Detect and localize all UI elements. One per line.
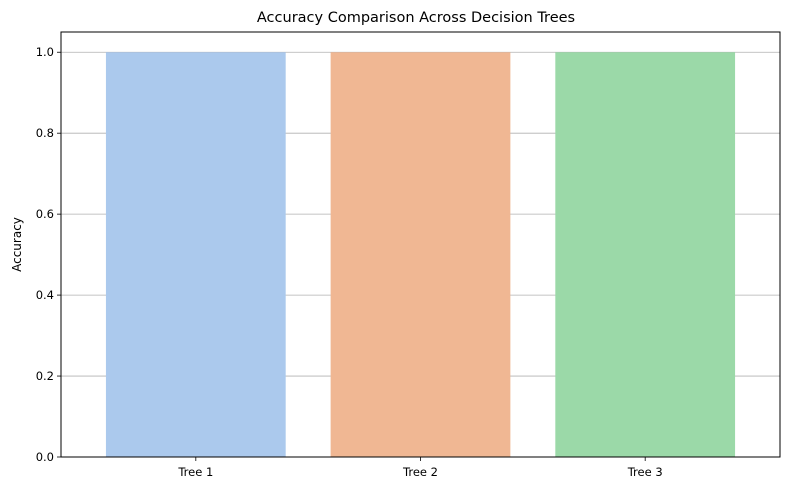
y-tick-label: 0.0: [36, 450, 54, 464]
y-tick-label: 0.6: [36, 207, 54, 221]
bar-tree-3: [555, 52, 736, 457]
y-tick-label: 0.8: [36, 126, 54, 140]
chart-title: Accuracy Comparison Across Decision Tree…: [257, 10, 575, 26]
y-tick-label: 0.2: [36, 369, 54, 383]
bars: [105, 52, 736, 457]
bar-tree-1: [105, 52, 286, 457]
y-axis-label: Accuracy: [10, 217, 24, 272]
bar-tree-2: [330, 52, 511, 457]
x-axis-ticks: Tree 1 Tree 2 Tree 3: [177, 457, 663, 479]
x-tick-label: Tree 1: [177, 465, 213, 479]
y-tick-label: 0.4: [36, 288, 54, 302]
x-tick-label: Tree 2: [402, 465, 438, 479]
y-tick-label: 1.0: [36, 45, 54, 59]
y-axis-ticks: 0.0 0.2 0.4 0.6 0.8 1.0: [36, 45, 61, 464]
x-tick-label: Tree 3: [627, 465, 663, 479]
